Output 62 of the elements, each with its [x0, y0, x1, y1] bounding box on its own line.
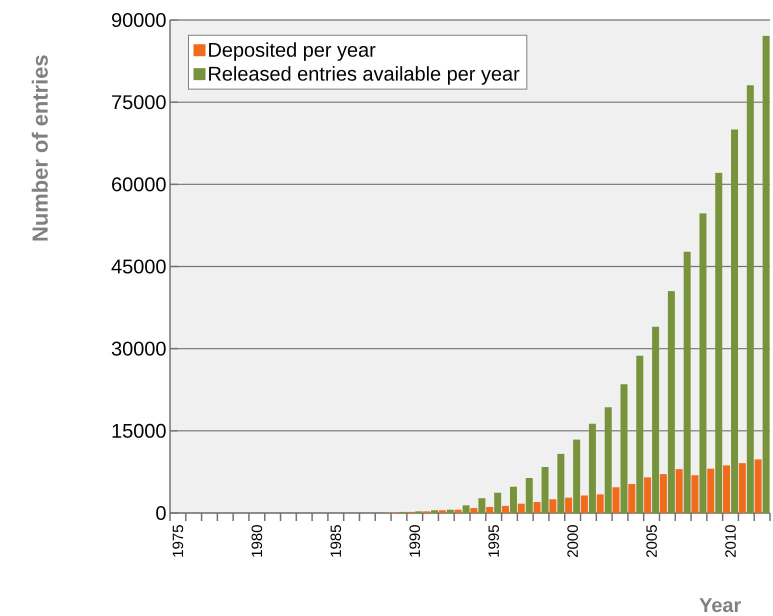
x-tick-label: 1975	[172, 525, 184, 557]
bar	[723, 465, 730, 513]
y-tick-label: 90000	[112, 12, 166, 28]
bar	[510, 486, 517, 513]
bar	[731, 130, 738, 513]
bar	[438, 510, 446, 513]
bar	[454, 510, 462, 513]
bar	[676, 469, 683, 513]
y-tick-label: 75000	[112, 95, 166, 110]
x-tick-label: 1995	[488, 525, 499, 557]
bar	[746, 85, 754, 513]
bar	[691, 475, 698, 513]
bar	[612, 487, 620, 513]
bar	[699, 213, 706, 513]
bar	[738, 463, 746, 513]
bar	[534, 502, 541, 513]
bar	[446, 510, 454, 513]
bar	[565, 498, 572, 513]
bar	[557, 454, 564, 513]
x-tick-label: 2010	[725, 525, 736, 558]
x-tick-label: 2000	[567, 525, 578, 558]
bar	[668, 291, 675, 513]
x-tick-label: 1985	[330, 525, 342, 557]
y-axis-title: Number of entries	[32, 55, 48, 240]
legend-label: Released entries available per year	[209, 66, 520, 85]
bar	[754, 459, 762, 513]
bar	[707, 468, 714, 513]
bar	[715, 172, 722, 513]
x-axis-title: Year	[699, 598, 741, 612]
bar	[478, 498, 486, 513]
bar	[620, 384, 628, 513]
bar	[486, 506, 494, 513]
bar	[542, 466, 549, 513]
bar	[660, 474, 667, 513]
x-tick-label: 1990	[409, 525, 420, 557]
bar	[644, 477, 652, 513]
bar	[628, 484, 636, 513]
x-tick-label: 1980	[252, 525, 262, 557]
bar	[762, 36, 770, 513]
bar	[684, 252, 691, 513]
bar	[573, 440, 580, 513]
bar	[636, 356, 644, 513]
y-tick-label: 30000	[112, 342, 166, 356]
y-tick-label: 45000	[112, 259, 166, 274]
x-tick-label: 2005	[646, 525, 657, 558]
bar	[604, 407, 612, 513]
bar	[596, 494, 604, 513]
bar	[494, 492, 502, 513]
bar	[518, 504, 525, 513]
legend-label: Deposited per year	[209, 42, 376, 61]
bar	[470, 508, 478, 513]
bar	[549, 499, 556, 513]
bar	[526, 478, 533, 513]
bar	[588, 424, 596, 513]
y-tick-label: 0	[156, 506, 166, 520]
bar	[580, 495, 588, 513]
y-tick-label: 60000	[112, 177, 166, 192]
bar	[431, 510, 438, 513]
bar	[502, 506, 509, 513]
bar	[462, 505, 470, 513]
y-tick-label: 15000	[112, 424, 166, 438]
bar	[652, 326, 660, 513]
